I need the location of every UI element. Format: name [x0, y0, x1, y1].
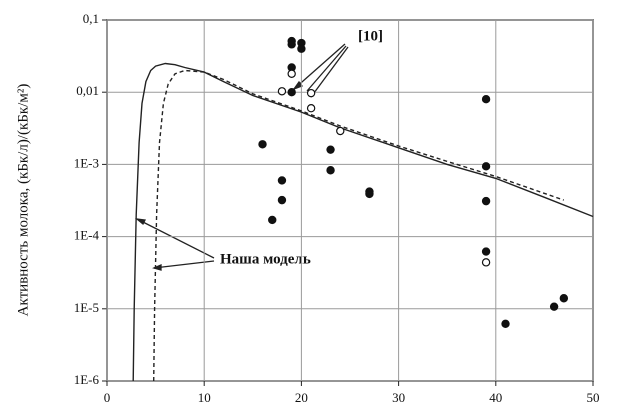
x-tick-label: 50	[587, 390, 600, 405]
data-point	[549, 302, 559, 311]
data-point	[277, 87, 287, 96]
plot-frame	[106, 19, 594, 382]
data-point	[287, 40, 296, 49]
data-point	[326, 166, 335, 175]
x-tick-label: 20	[295, 390, 308, 405]
data-point	[287, 87, 296, 97]
data-point	[306, 88, 316, 98]
data-point	[501, 319, 510, 328]
y-tick-label: 1E-6	[74, 372, 100, 387]
data-point	[277, 176, 287, 185]
data-point	[481, 94, 491, 104]
data-point	[559, 294, 569, 303]
y-tick-label: 1E-3	[74, 155, 99, 170]
y-tick-label: 0,01	[76, 83, 99, 98]
model-line	[153, 69, 565, 382]
data-point	[277, 195, 287, 205]
data-point	[306, 104, 316, 113]
x-tick-label: 10	[198, 390, 211, 405]
data-point	[365, 189, 374, 199]
data-point	[268, 215, 277, 225]
y-tick-label: 1E-4	[74, 228, 100, 243]
data-point	[481, 162, 491, 171]
data-point	[336, 126, 345, 136]
annotation: [10]	[358, 28, 383, 44]
model-line	[132, 62, 594, 382]
data-point	[326, 145, 335, 154]
data-point	[481, 247, 491, 256]
y-tick-label: 1E-5	[74, 300, 99, 315]
data-point	[258, 140, 267, 149]
data-point	[481, 196, 491, 206]
y-tick-label: 0,1	[83, 11, 99, 26]
y-axis-label: Активность молока, (кБк/л)/(кБк/м²)	[15, 84, 31, 317]
x-tick-label: 30	[392, 390, 405, 405]
data-point	[287, 69, 296, 78]
annotation: Наша модель	[220, 251, 311, 267]
x-tick-label: 40	[489, 390, 502, 405]
annotation-arrows	[134, 43, 349, 271]
data-point	[481, 258, 491, 267]
x-tick-label: 0	[104, 390, 111, 405]
data-point	[297, 44, 306, 53]
